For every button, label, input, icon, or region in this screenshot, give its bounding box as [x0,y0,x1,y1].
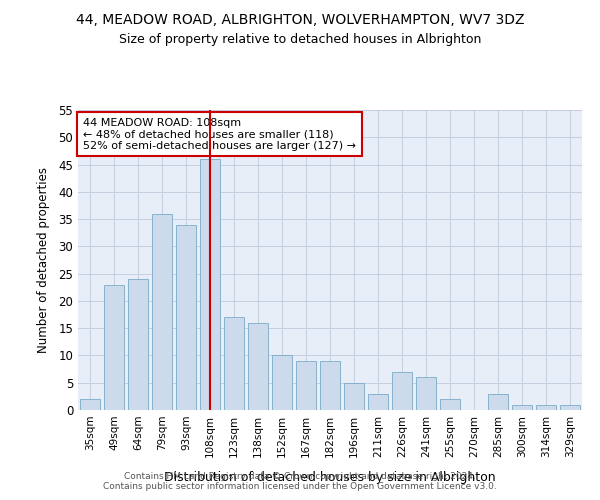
Text: Contains public sector information licensed under the Open Government Licence v3: Contains public sector information licen… [103,482,497,491]
Bar [176,224,196,410]
Bar [488,394,508,410]
Bar [80,399,100,410]
Text: 44 MEADOW ROAD: 108sqm
← 48% of detached houses are smaller (118)
52% of semi-de: 44 MEADOW ROAD: 108sqm ← 48% of detached… [83,118,356,150]
Bar [440,399,460,410]
Bar [104,284,124,410]
Text: Contains HM Land Registry data © Crown copyright and database right 2024.: Contains HM Land Registry data © Crown c… [124,472,476,481]
Bar [152,214,172,410]
Text: Size of property relative to detached houses in Albrighton: Size of property relative to detached ho… [119,32,481,46]
Bar [296,361,316,410]
Bar [512,404,532,410]
Bar [320,361,340,410]
Text: 44, MEADOW ROAD, ALBRIGHTON, WOLVERHAMPTON, WV7 3DZ: 44, MEADOW ROAD, ALBRIGHTON, WOLVERHAMPT… [76,12,524,26]
Bar [416,378,436,410]
Bar [224,318,244,410]
Bar [368,394,388,410]
Bar [392,372,412,410]
Bar [248,322,268,410]
Bar [536,404,556,410]
Bar [128,279,148,410]
Bar [200,159,220,410]
Bar [272,356,292,410]
Bar [560,404,580,410]
Y-axis label: Number of detached properties: Number of detached properties [37,167,50,353]
X-axis label: Distribution of detached houses by size in Albrighton: Distribution of detached houses by size … [164,471,496,484]
Bar [344,382,364,410]
